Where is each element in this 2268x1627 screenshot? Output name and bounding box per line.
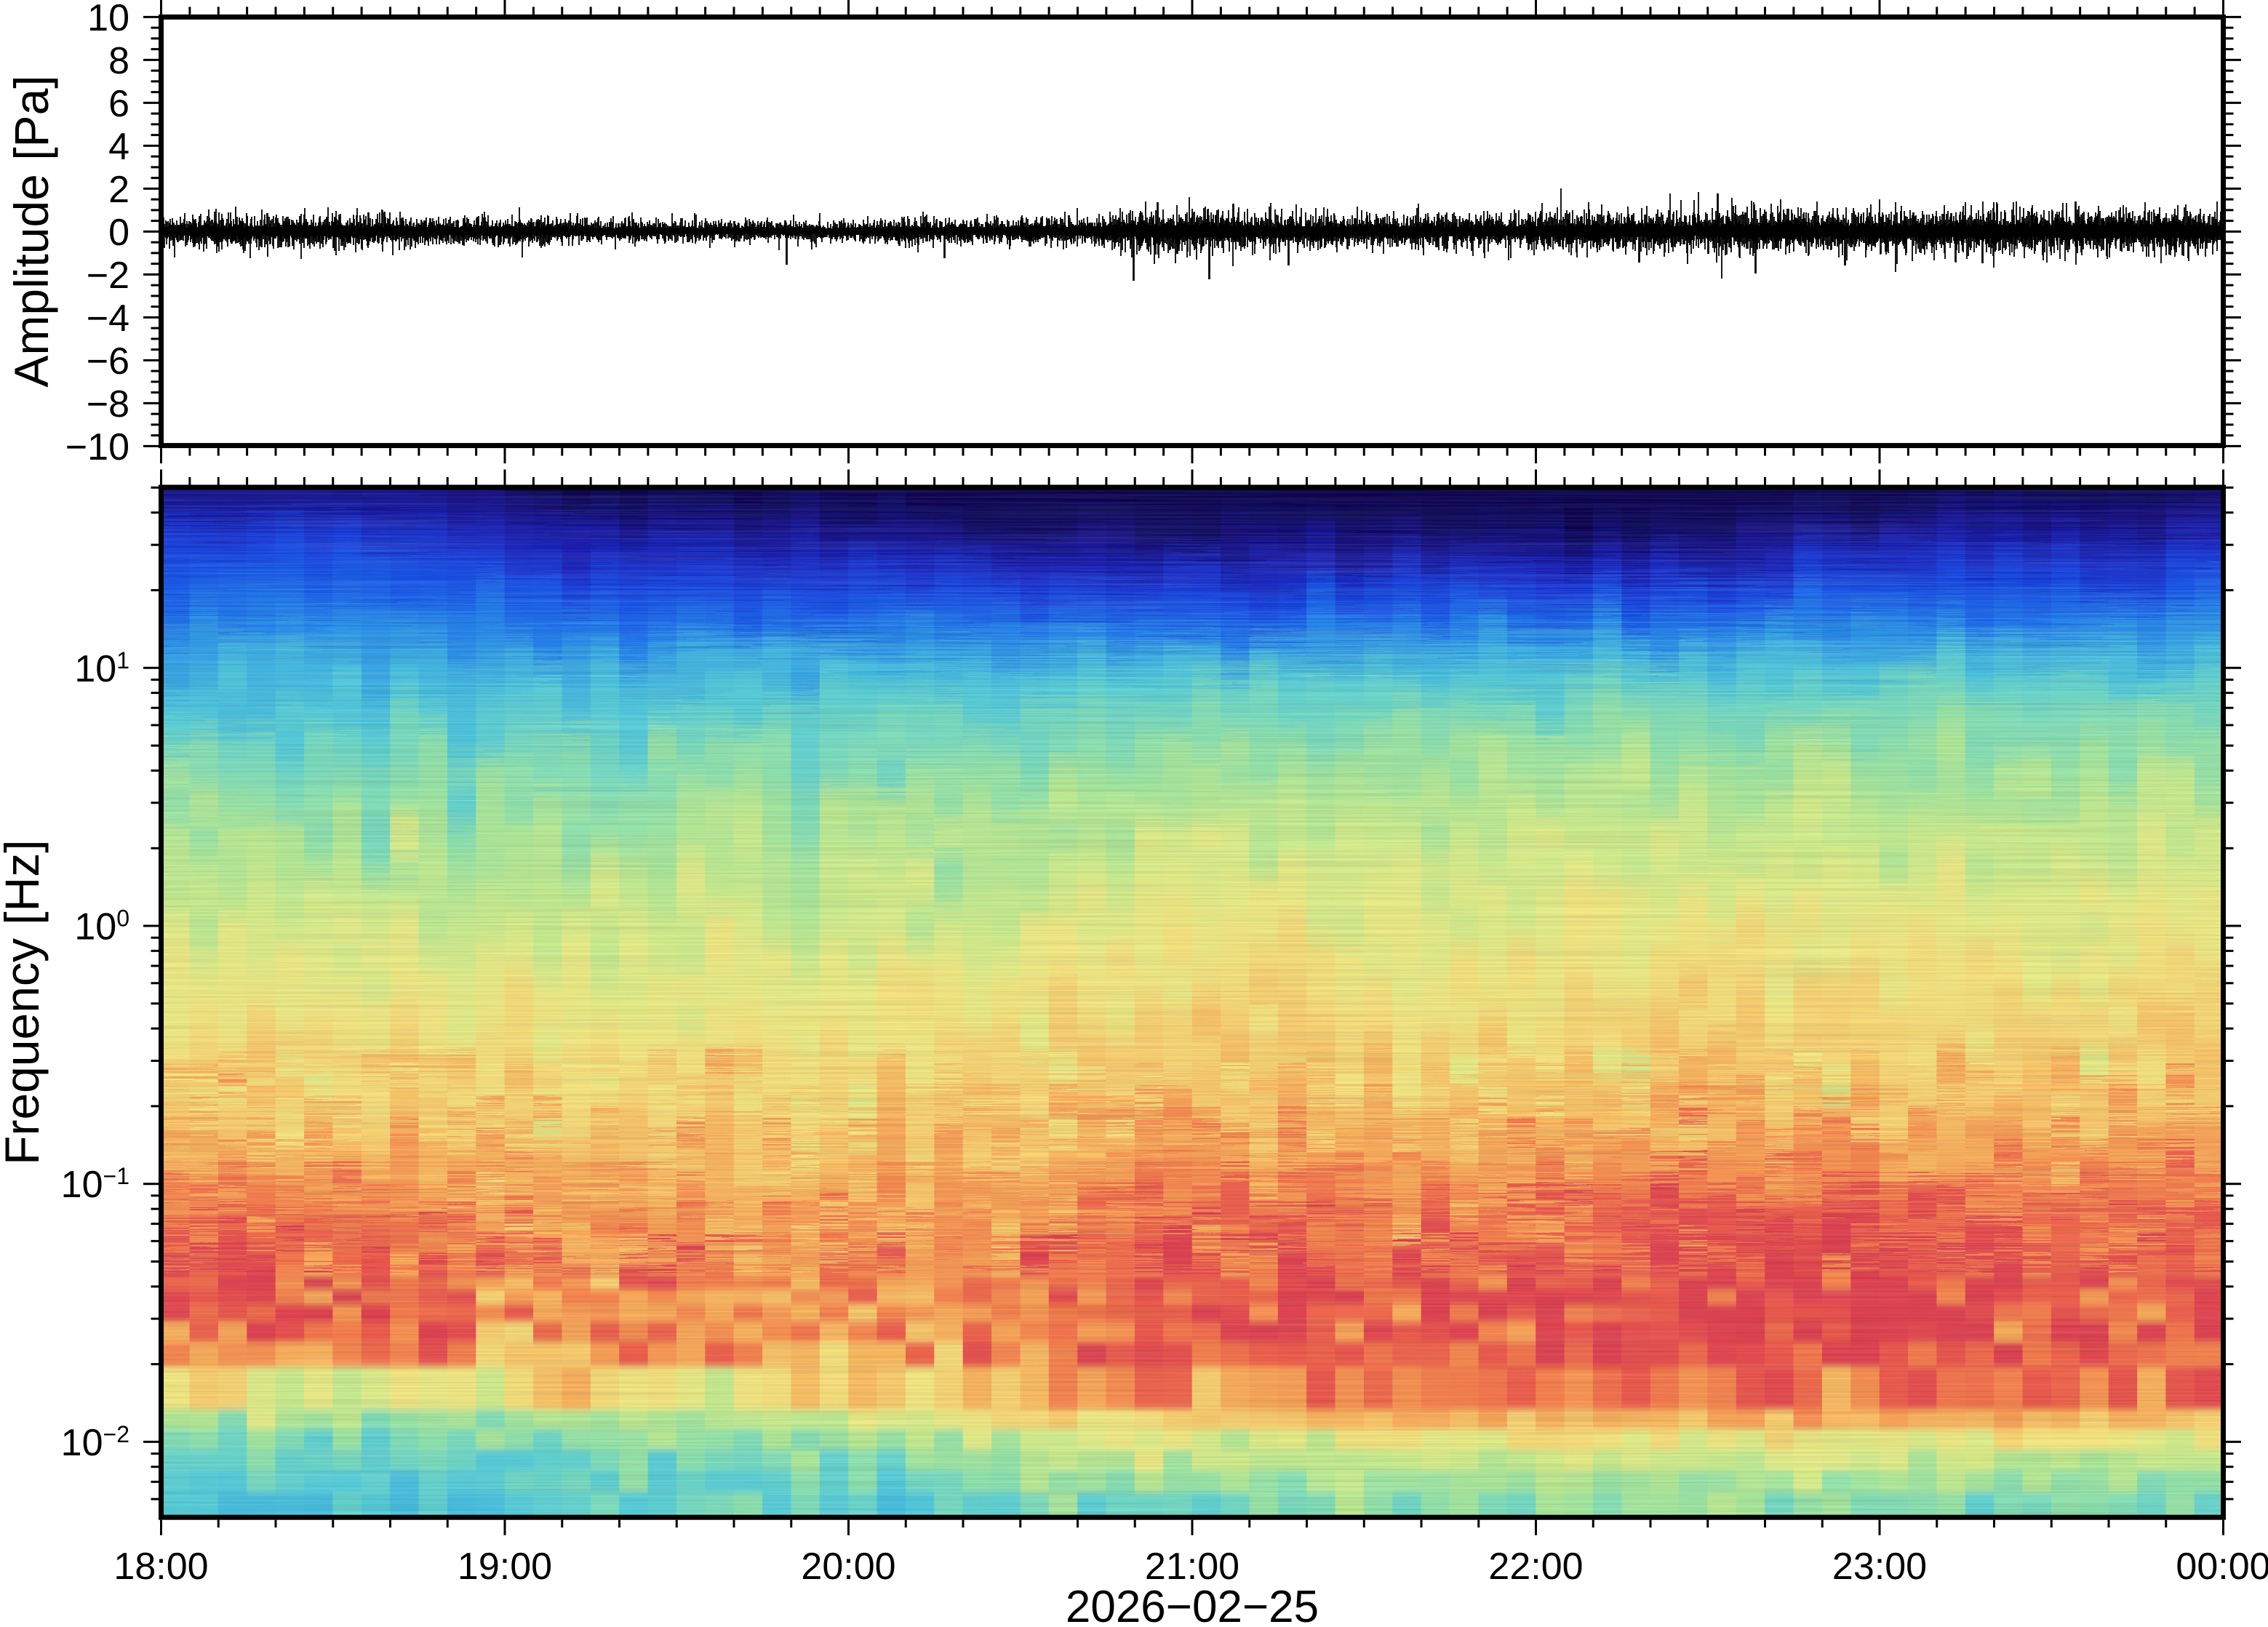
svg-text:10−1: 10−1 bbox=[61, 1163, 129, 1206]
svg-text:101: 101 bbox=[74, 647, 129, 690]
svg-text:−8: −8 bbox=[87, 383, 129, 425]
svg-text:8: 8 bbox=[108, 40, 129, 82]
svg-text:2: 2 bbox=[108, 169, 129, 211]
svg-text:10−2: 10−2 bbox=[61, 1421, 129, 1464]
svg-text:0: 0 bbox=[108, 212, 129, 254]
svg-text:4: 4 bbox=[108, 126, 129, 168]
svg-text:−10: −10 bbox=[65, 426, 129, 468]
svg-text:Frequency [Hz]: Frequency [Hz] bbox=[0, 839, 49, 1165]
svg-text:18:00: 18:00 bbox=[113, 1546, 208, 1588]
svg-text:100: 100 bbox=[74, 906, 129, 948]
svg-text:21:00: 21:00 bbox=[1145, 1546, 1239, 1588]
svg-text:00:00: 00:00 bbox=[2176, 1546, 2268, 1588]
svg-text:6: 6 bbox=[108, 83, 129, 125]
svg-text:−6: −6 bbox=[87, 340, 129, 383]
svg-text:22:00: 22:00 bbox=[1488, 1546, 1583, 1588]
svg-text:10: 10 bbox=[87, 0, 129, 39]
svg-text:−2: −2 bbox=[87, 255, 129, 297]
svg-text:Amplitude [Pa]: Amplitude [Pa] bbox=[4, 75, 58, 387]
svg-text:20:00: 20:00 bbox=[801, 1546, 895, 1588]
svg-text:−4: −4 bbox=[87, 297, 129, 340]
svg-text:19:00: 19:00 bbox=[458, 1546, 552, 1588]
svg-text:23:00: 23:00 bbox=[1832, 1546, 1927, 1588]
svg-text:2026−02−25: 2026−02−25 bbox=[1066, 1582, 1319, 1623]
